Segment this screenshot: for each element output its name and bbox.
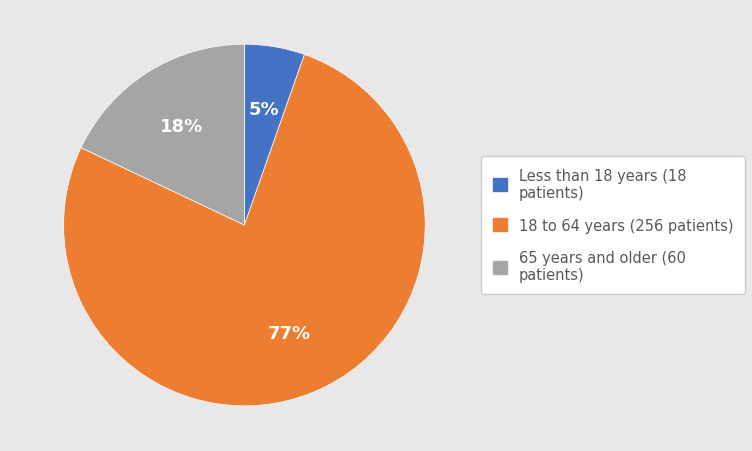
Wedge shape	[64, 55, 425, 406]
Legend: Less than 18 years (18
patients), 18 to 64 years (256 patients), 65 years and ol: Less than 18 years (18 patients), 18 to …	[481, 156, 745, 295]
Wedge shape	[244, 45, 305, 226]
Text: 5%: 5%	[249, 101, 280, 119]
Text: 77%: 77%	[268, 325, 311, 343]
Text: 18%: 18%	[160, 117, 203, 135]
Wedge shape	[81, 45, 244, 226]
